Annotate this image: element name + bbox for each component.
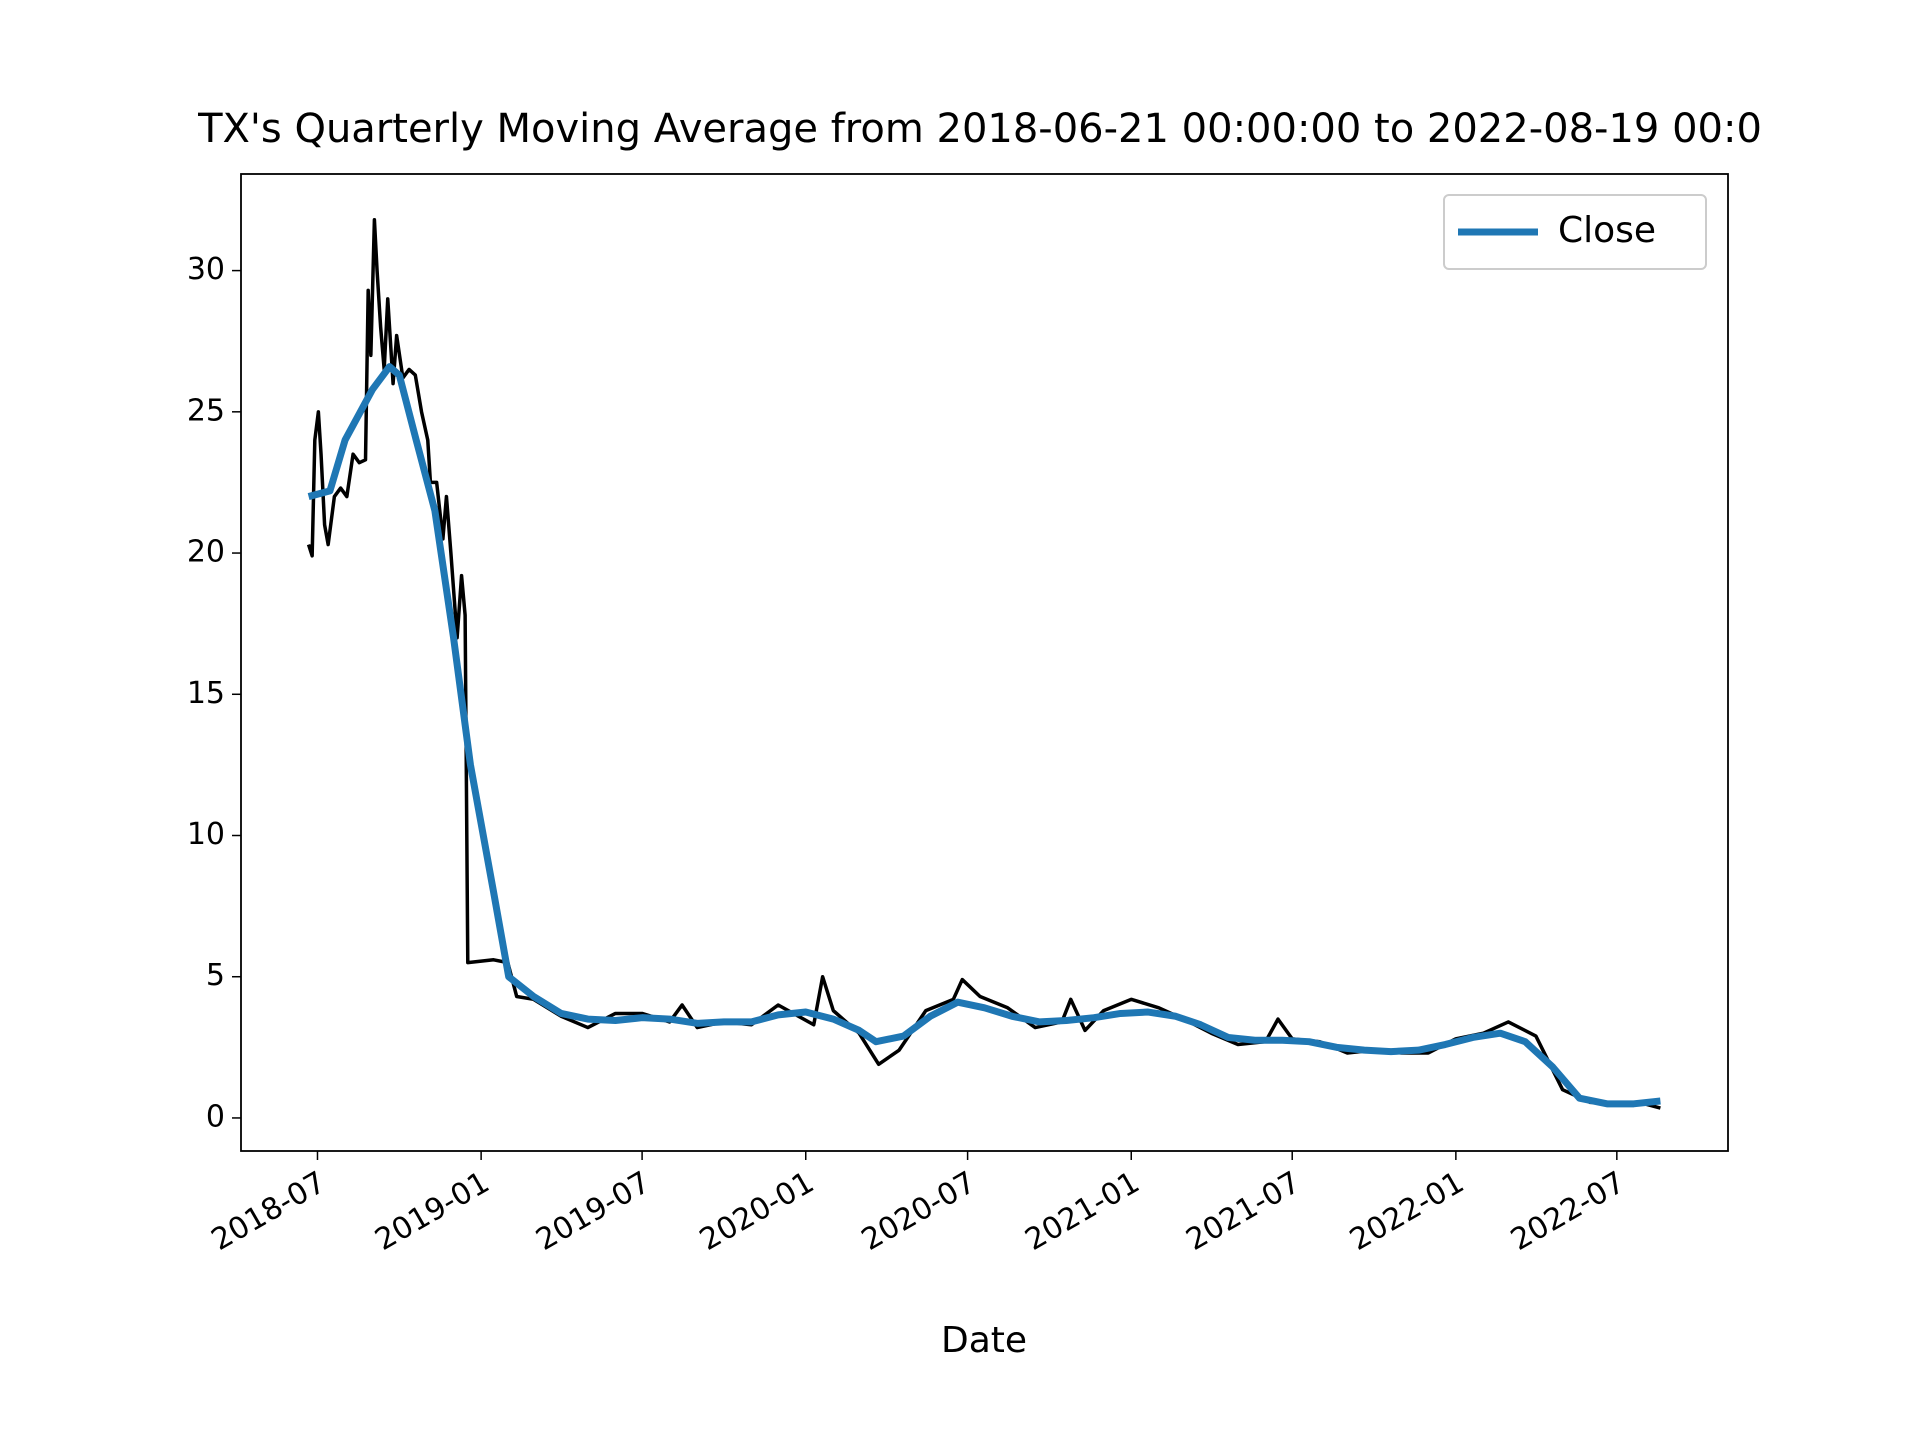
x-tick-label: 2020-07: [856, 1165, 982, 1258]
y-tick-label: 30: [187, 252, 225, 287]
x-tick-label: 2021-01: [1019, 1165, 1145, 1258]
x-tick-label: 2020-01: [694, 1165, 820, 1258]
series-line: [307, 363, 1661, 1108]
y-tick-label: 20: [187, 535, 225, 570]
x-tick-label: 2019-01: [369, 1165, 495, 1258]
legend-box: [1443, 194, 1707, 270]
legend-label: Close: [1558, 210, 1656, 251]
x-axis-label: Date: [941, 1320, 1027, 1361]
y-tick-label: 25: [187, 393, 225, 428]
y-tick-label: 0: [206, 1099, 225, 1134]
plot-frame: [240, 173, 1729, 1152]
x-tick-label: 2019-07: [530, 1165, 656, 1258]
chart-title: TX's Quarterly Moving Average from 2018-…: [197, 106, 1762, 152]
x-tick-label: 2022-01: [1344, 1165, 1470, 1258]
y-tick-label: 10: [187, 817, 225, 852]
x-tick-label: 2021-07: [1180, 1165, 1306, 1258]
y-tick-label: 5: [206, 958, 225, 993]
y-tick-label: 15: [187, 676, 225, 711]
x-tick-label: 2022-07: [1505, 1165, 1631, 1258]
x-tick-label: 2018-07: [206, 1165, 332, 1258]
